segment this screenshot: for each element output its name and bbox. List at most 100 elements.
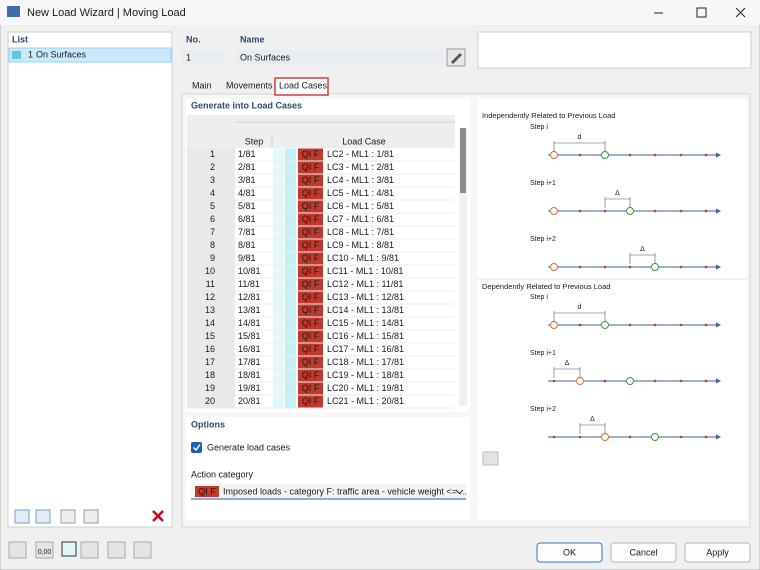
app-icon <box>7 6 20 17</box>
end-marker <box>626 207 634 215</box>
scroll-thumb[interactable] <box>460 128 466 193</box>
uncheck-icon[interactable] <box>83 509 99 524</box>
ok-button[interactable] <box>536 542 603 563</box>
end-marker <box>601 321 609 329</box>
tag: QI F <box>302 383 320 393</box>
axle-dot <box>603 379 607 383</box>
axle-dot <box>704 323 708 327</box>
arrow <box>716 378 721 384</box>
tag-cell <box>298 252 323 265</box>
tab-label[interactable]: Movements <box>226 80 273 90</box>
tag: QI F <box>302 370 320 380</box>
tab-label[interactable]: Main <box>192 80 212 90</box>
color-cell <box>273 304 284 317</box>
active-tab[interactable] <box>274 77 329 96</box>
checkbox[interactable] <box>191 442 202 453</box>
row-number-cell <box>187 213 235 226</box>
close[interactable] <box>735 7 746 18</box>
copy-icon[interactable] <box>35 509 51 524</box>
button-label[interactable]: OK <box>563 547 576 557</box>
tool-icon[interactable] <box>80 541 99 559</box>
window-title: New Load Wizard | Moving Load <box>27 7 186 19</box>
tool-icon[interactable] <box>8 541 27 559</box>
step: 14/81 <box>238 318 261 328</box>
apply-button[interactable] <box>684 542 751 563</box>
axle-dot <box>603 265 607 269</box>
new-icon[interactable] <box>14 509 30 524</box>
axle-dot <box>653 323 657 327</box>
color-cell <box>285 161 296 174</box>
tab-label[interactable]: Load Cases <box>279 80 328 90</box>
row-number-cell <box>187 200 235 213</box>
start-marker <box>550 321 558 329</box>
color-cell <box>273 200 284 213</box>
axle-dot <box>679 153 683 157</box>
dimension <box>604 197 631 208</box>
tool-icon[interactable] <box>61 541 77 557</box>
color-cell <box>273 356 284 369</box>
row-number-cell <box>187 239 235 252</box>
delete-icon[interactable] <box>152 510 164 522</box>
step: 4/81 <box>238 188 256 198</box>
cancel-button[interactable] <box>610 542 677 563</box>
color-cell <box>285 226 296 239</box>
load-case: LC5 - ML1 : 4/81 <box>327 188 394 198</box>
list-item-name: On Surfaces <box>36 49 87 59</box>
start-marker <box>550 263 558 271</box>
dimension <box>629 253 656 264</box>
dimension-label: Δ <box>615 190 620 197</box>
axle-dot <box>679 209 683 213</box>
action-dropdown[interactable] <box>191 484 466 499</box>
tag-cell <box>298 148 323 161</box>
tag: QI F <box>302 175 320 185</box>
row-number: 20 <box>205 396 215 406</box>
diagram-button[interactable] <box>482 451 499 466</box>
dimension-label: Δ <box>590 416 595 423</box>
dimension <box>553 367 581 378</box>
load-case: LC10 - ML1 : 9/81 <box>327 253 399 263</box>
scroll-track[interactable] <box>459 128 467 406</box>
axle-dot <box>679 265 683 269</box>
item-icon <box>12 51 21 59</box>
step-label: Step i <box>530 294 548 301</box>
load-case: LC13 - ML1 : 12/81 <box>327 292 404 302</box>
no-input[interactable] <box>182 50 223 65</box>
row-number-cell <box>187 252 235 265</box>
end-marker <box>626 377 634 385</box>
check-icon[interactable] <box>60 509 76 524</box>
arrow <box>716 264 721 270</box>
row-number: 5 <box>210 201 215 211</box>
tag-cell <box>298 226 323 239</box>
tool-icon[interactable] <box>107 541 126 559</box>
color-cell <box>285 382 296 395</box>
tag: QI F <box>302 162 320 172</box>
tag: QI F <box>302 214 320 224</box>
row-number: 6 <box>210 214 215 224</box>
list-item-selected[interactable] <box>8 47 172 63</box>
tag-cell <box>298 291 323 304</box>
row-number-cell <box>187 395 235 408</box>
load-case: LC19 - ML1 : 18/81 <box>327 370 404 380</box>
button-label[interactable]: Apply <box>706 547 729 557</box>
row-number-cell <box>187 356 235 369</box>
row-number-cell <box>187 291 235 304</box>
tag-cell <box>298 356 323 369</box>
step: 17/81 <box>238 357 261 367</box>
tool-icon[interactable] <box>133 541 152 559</box>
button-label[interactable]: Cancel <box>629 547 657 557</box>
color-cell <box>285 213 296 226</box>
axle-dot <box>578 435 582 439</box>
tag: QI F <box>302 266 320 276</box>
name-value: On Surfaces <box>240 52 291 62</box>
row-number: 17 <box>205 357 215 367</box>
maximize[interactable] <box>696 7 707 18</box>
dimension <box>553 141 606 152</box>
step: 18/81 <box>238 370 261 380</box>
axle-dot <box>628 435 632 439</box>
color-cell <box>273 317 284 330</box>
row-number: 3 <box>210 175 215 185</box>
tool-icon[interactable] <box>35 541 54 559</box>
name-input[interactable] <box>236 50 443 65</box>
start-marker <box>576 377 584 385</box>
end-marker <box>601 151 609 159</box>
